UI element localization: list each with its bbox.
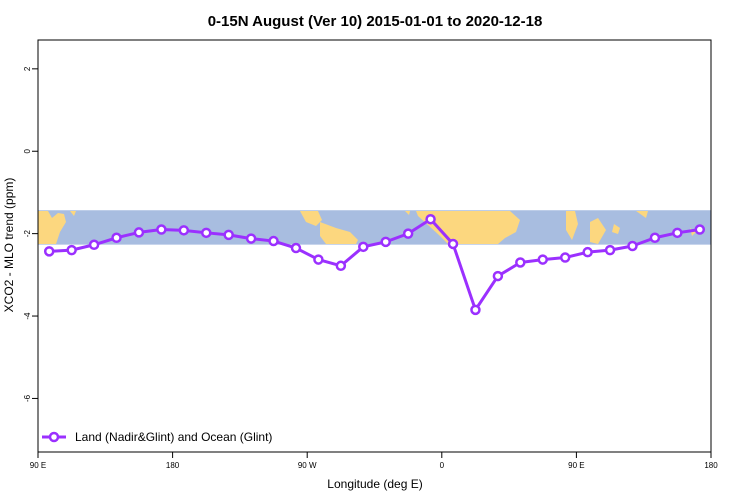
data-point	[245, 233, 257, 244]
world-map-band	[38, 210, 711, 245]
data-point	[111, 232, 122, 244]
x-tick-label: 90 E	[568, 461, 584, 470]
data-point	[178, 225, 190, 236]
data-point	[447, 238, 459, 250]
data-point	[672, 227, 683, 239]
x-tick-label: 180	[704, 461, 718, 470]
land-mass	[300, 211, 322, 226]
data-point	[470, 304, 481, 316]
chart-title: 0-15N August (Ver 10) 2015-01-01 to 2020…	[208, 13, 543, 30]
land-mass	[405, 211, 410, 215]
data-point	[559, 252, 571, 263]
x-axis-label: Longitude (deg E)	[327, 477, 422, 491]
data-point	[43, 246, 55, 257]
x-tick-label: 90 E	[30, 461, 46, 470]
y-tick-label: 2	[23, 66, 32, 71]
data-point	[604, 244, 616, 256]
y-axis: 2 0 -2 -4 -6	[23, 66, 39, 402]
data-point	[358, 241, 369, 253]
land-mass	[70, 211, 76, 216]
x-tick-label: 180	[166, 461, 180, 470]
data-point	[66, 244, 77, 256]
data-point	[380, 236, 391, 248]
land-mass	[636, 211, 648, 218]
data-point	[88, 239, 100, 251]
land-mass	[320, 222, 358, 244]
x-tick-label: 0	[440, 461, 445, 470]
land-mass	[416, 211, 520, 244]
y-tick-label: -4	[23, 312, 32, 320]
data-point	[290, 242, 302, 254]
land-mass	[38, 211, 66, 244]
y-tick-label: -2	[23, 230, 32, 238]
data-point	[133, 227, 145, 238]
data-point	[537, 254, 548, 265]
data-point	[649, 232, 661, 244]
series-layer	[43, 213, 706, 316]
data-point	[425, 213, 436, 225]
land-mass	[566, 211, 578, 240]
data-point	[627, 240, 638, 252]
data-point	[223, 229, 234, 241]
legend-point-marker	[48, 431, 60, 443]
data-point	[492, 270, 504, 282]
data-point	[268, 235, 279, 247]
data-point	[313, 254, 324, 265]
y-axis-label: XCO2 - MLO trend (ppm)	[2, 178, 16, 313]
data-point	[402, 228, 414, 239]
x-tick-label: 90 W	[298, 461, 317, 470]
land-mass	[590, 218, 606, 244]
x-axis: 90 E 180 90 W 0 90 E 180	[30, 451, 718, 470]
data-point	[515, 257, 526, 268]
legend: Land (Nadir&Glint) and Ocean (Glint)	[42, 430, 272, 444]
data-point	[156, 224, 167, 235]
y-tick-label: 0	[23, 148, 32, 153]
data-point	[582, 246, 593, 258]
data-point	[335, 260, 347, 272]
legend-label: Land (Nadir&Glint) and Ocean (Glint)	[75, 430, 272, 444]
land-mass	[612, 224, 620, 234]
y-tick-label: -6	[23, 394, 32, 402]
data-point	[694, 224, 706, 235]
data-point	[201, 227, 212, 239]
land-masses	[38, 211, 696, 244]
